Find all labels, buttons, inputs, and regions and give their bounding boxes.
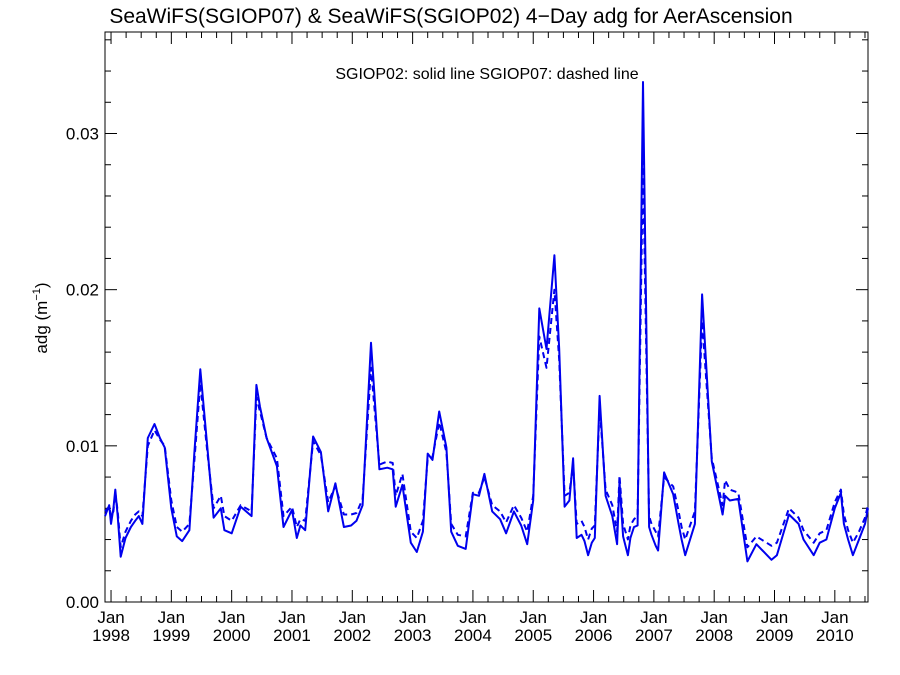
plot-frame [104, 31, 869, 603]
x-tick-year: 2006 [575, 626, 613, 645]
x-tick-month: Jan [399, 608, 426, 627]
x-tick-month: Jan [700, 608, 727, 627]
x-axis: Jan1998Jan1999Jan2000Jan2001Jan2002Jan20… [92, 32, 866, 645]
y-axis-label-main: adg (m [32, 301, 51, 354]
x-tick-month: Jan [278, 608, 305, 627]
chart-title: SeaWiFS(SGIOP07) & SeaWiFS(SGIOP02) 4−Da… [109, 5, 792, 28]
x-tick-month: Jan [158, 608, 185, 627]
x-tick-year: 2009 [756, 626, 794, 645]
series-line-sgiop02 [104, 81, 869, 563]
x-tick-month: Jan [761, 608, 788, 627]
series-line-sgiop07 [104, 160, 869, 549]
x-tick-year: 2001 [273, 626, 311, 645]
x-tick-year: 2003 [394, 626, 432, 645]
x-tick-year: 2000 [213, 626, 251, 645]
y-axis-label: adg (m−1) [31, 282, 51, 353]
y-axis-label-close: ) [32, 282, 51, 288]
y-axis: 0.00 0.01 0.02 0.03 [66, 39, 868, 612]
x-tick-month: Jan [520, 608, 547, 627]
series-group [104, 81, 869, 563]
x-tick-year: 1999 [152, 626, 190, 645]
x-tick-month: Jan [821, 608, 848, 627]
x-tick-year: 2007 [635, 626, 673, 645]
x-tick-month: Jan [459, 608, 486, 627]
legend-annotation: SGIOP02: solid line SGIOP07: dashed line [335, 66, 638, 83]
x-tick-year: 1998 [92, 626, 130, 645]
x-tick-year: 2005 [514, 626, 552, 645]
x-tick-year: 2004 [454, 626, 492, 645]
y-tick-label: 0.02 [66, 281, 99, 300]
y-tick-label: 0.03 [66, 125, 99, 144]
x-tick-year: 2010 [816, 626, 854, 645]
y-axis-label-sup: −1 [31, 288, 43, 301]
x-tick-year: 2002 [333, 626, 371, 645]
y-tick-label: 0.01 [66, 437, 99, 456]
x-tick-year: 2008 [695, 626, 733, 645]
x-tick-month: Jan [218, 608, 245, 627]
x-tick-month: Jan [339, 608, 366, 627]
x-tick-month: Jan [580, 608, 607, 627]
y-tick-label: 0.00 [66, 593, 99, 612]
x-tick-month: Jan [640, 608, 667, 627]
x-tick-month: Jan [97, 608, 124, 627]
